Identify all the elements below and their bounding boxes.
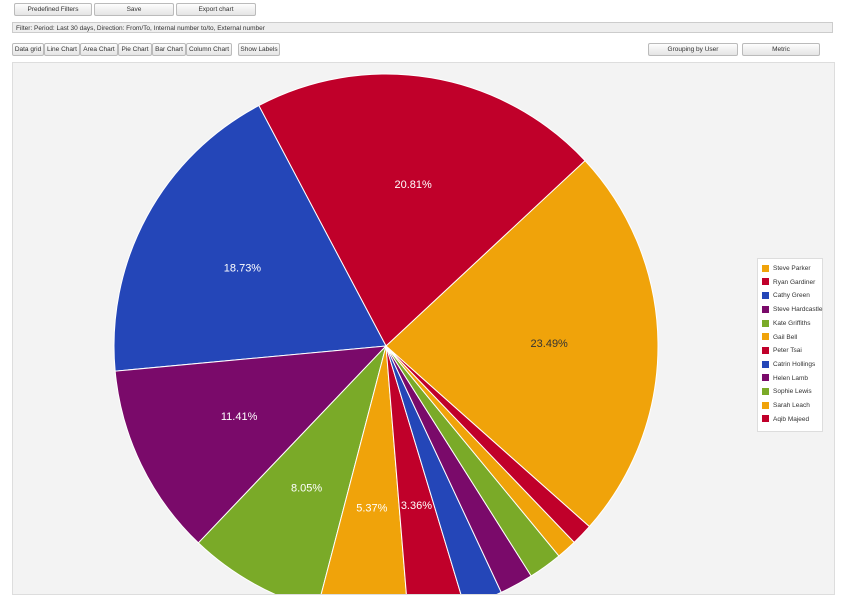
legend-swatch [762,264,769,272]
legend-entry: Steve Hardcastle [762,305,823,314]
view-button[interactable]: Area Chart [80,43,118,56]
legend-swatch [762,374,769,382]
legend-swatch [762,278,769,286]
legend-entry: Cathy Green [762,291,810,300]
legend-label: Steve Parker [773,265,811,272]
legend-swatch [762,360,769,368]
legend-label: Helen Lamb [773,374,809,382]
legend-entry: Aqib Majeed [762,415,809,424]
legend-label: Steve Hardcastle [773,306,823,314]
slice-label: 23.49% [531,338,569,350]
legend-label: Sophie Lewis [773,388,812,396]
pie-slice [385,159,659,528]
legend-entry: Sarah Leach [762,401,810,410]
view-button[interactable]: Data grid [12,43,44,56]
metric-select[interactable]: Metric [742,43,820,56]
legend-label: Cathy Green [773,292,810,300]
slice-label: 11.41% [221,411,258,423]
view-button[interactable]: Line Chart [44,43,80,56]
chart: 23.49% 20.81% 18.73% 11.41% 8.05% 5.37% 3.36% [113,73,659,594]
predefined-filters[interactable]: Predefined Filters [14,3,92,16]
legend-label: Peter Tsai [773,347,802,355]
plot-area: 23.49% 20.81% 18.73% 11.41% 8.05% 5.37% 3.36% [12,62,835,595]
grouping-select[interactable]: Grouping by User [648,43,738,56]
pie-slice [197,344,387,594]
save-button[interactable]: Save [94,3,174,16]
legend-label: Gail Bell [773,333,798,341]
legend-label: Ryan Gardiner [773,278,816,286]
legend-entry: Steve Parker [762,264,811,273]
legend-label: Aqib Majeed [773,415,810,423]
view-button[interactable]: Show Labels [238,43,280,56]
legend-swatch [762,319,769,327]
legend-swatch [762,333,769,341]
pie-slice [258,73,586,347]
filter-bar: Filter: Period: Last 30 days, Direction:… [12,22,833,33]
legend-entry: Catrin Hollings [762,360,815,369]
slice-label: 5.37% [356,502,387,514]
legend-entry: Sophie Lewis [762,387,812,396]
slice-label: 8.05% [291,482,322,494]
pie-slice [114,345,388,544]
view-button[interactable]: Pie Chart [118,43,152,56]
legend-entry: Helen Lamb [762,374,808,383]
view-button[interactable]: Column Chart [186,43,232,56]
legend: Steve Parker Ryan Gardiner Cathy Green Stev… [757,258,823,432]
legend-entry: Ryan Gardiner [762,278,815,287]
legend-entry: Gail Bell [762,333,797,342]
legend-label: Kate Griffiths [773,319,811,327]
pie-slice [320,345,407,594]
legend-entry: Kate Griffiths [762,319,810,328]
legend-swatch [762,415,769,423]
export-button[interactable]: Export chart [176,3,256,16]
legend-swatch [762,346,769,354]
view-button[interactable]: Bar Chart [152,43,186,56]
slice-label: 3.36% [401,500,432,512]
legend-swatch [762,292,769,300]
legend-label: Sarah Leach [773,402,810,409]
legend-swatch [762,388,769,396]
pie-slice [385,345,591,544]
legend-entry: Peter Tsai [762,346,802,355]
legend-label: Catrin Hollings [773,360,816,368]
legend-swatch [762,305,769,313]
pie-slice [113,104,387,372]
slice-label: 20.81% [394,179,432,191]
legend-swatch [762,401,769,409]
slice-label: 18.73% [224,262,262,274]
filter-text: Filter: Period: Last 30 days, Direction:… [16,25,265,32]
